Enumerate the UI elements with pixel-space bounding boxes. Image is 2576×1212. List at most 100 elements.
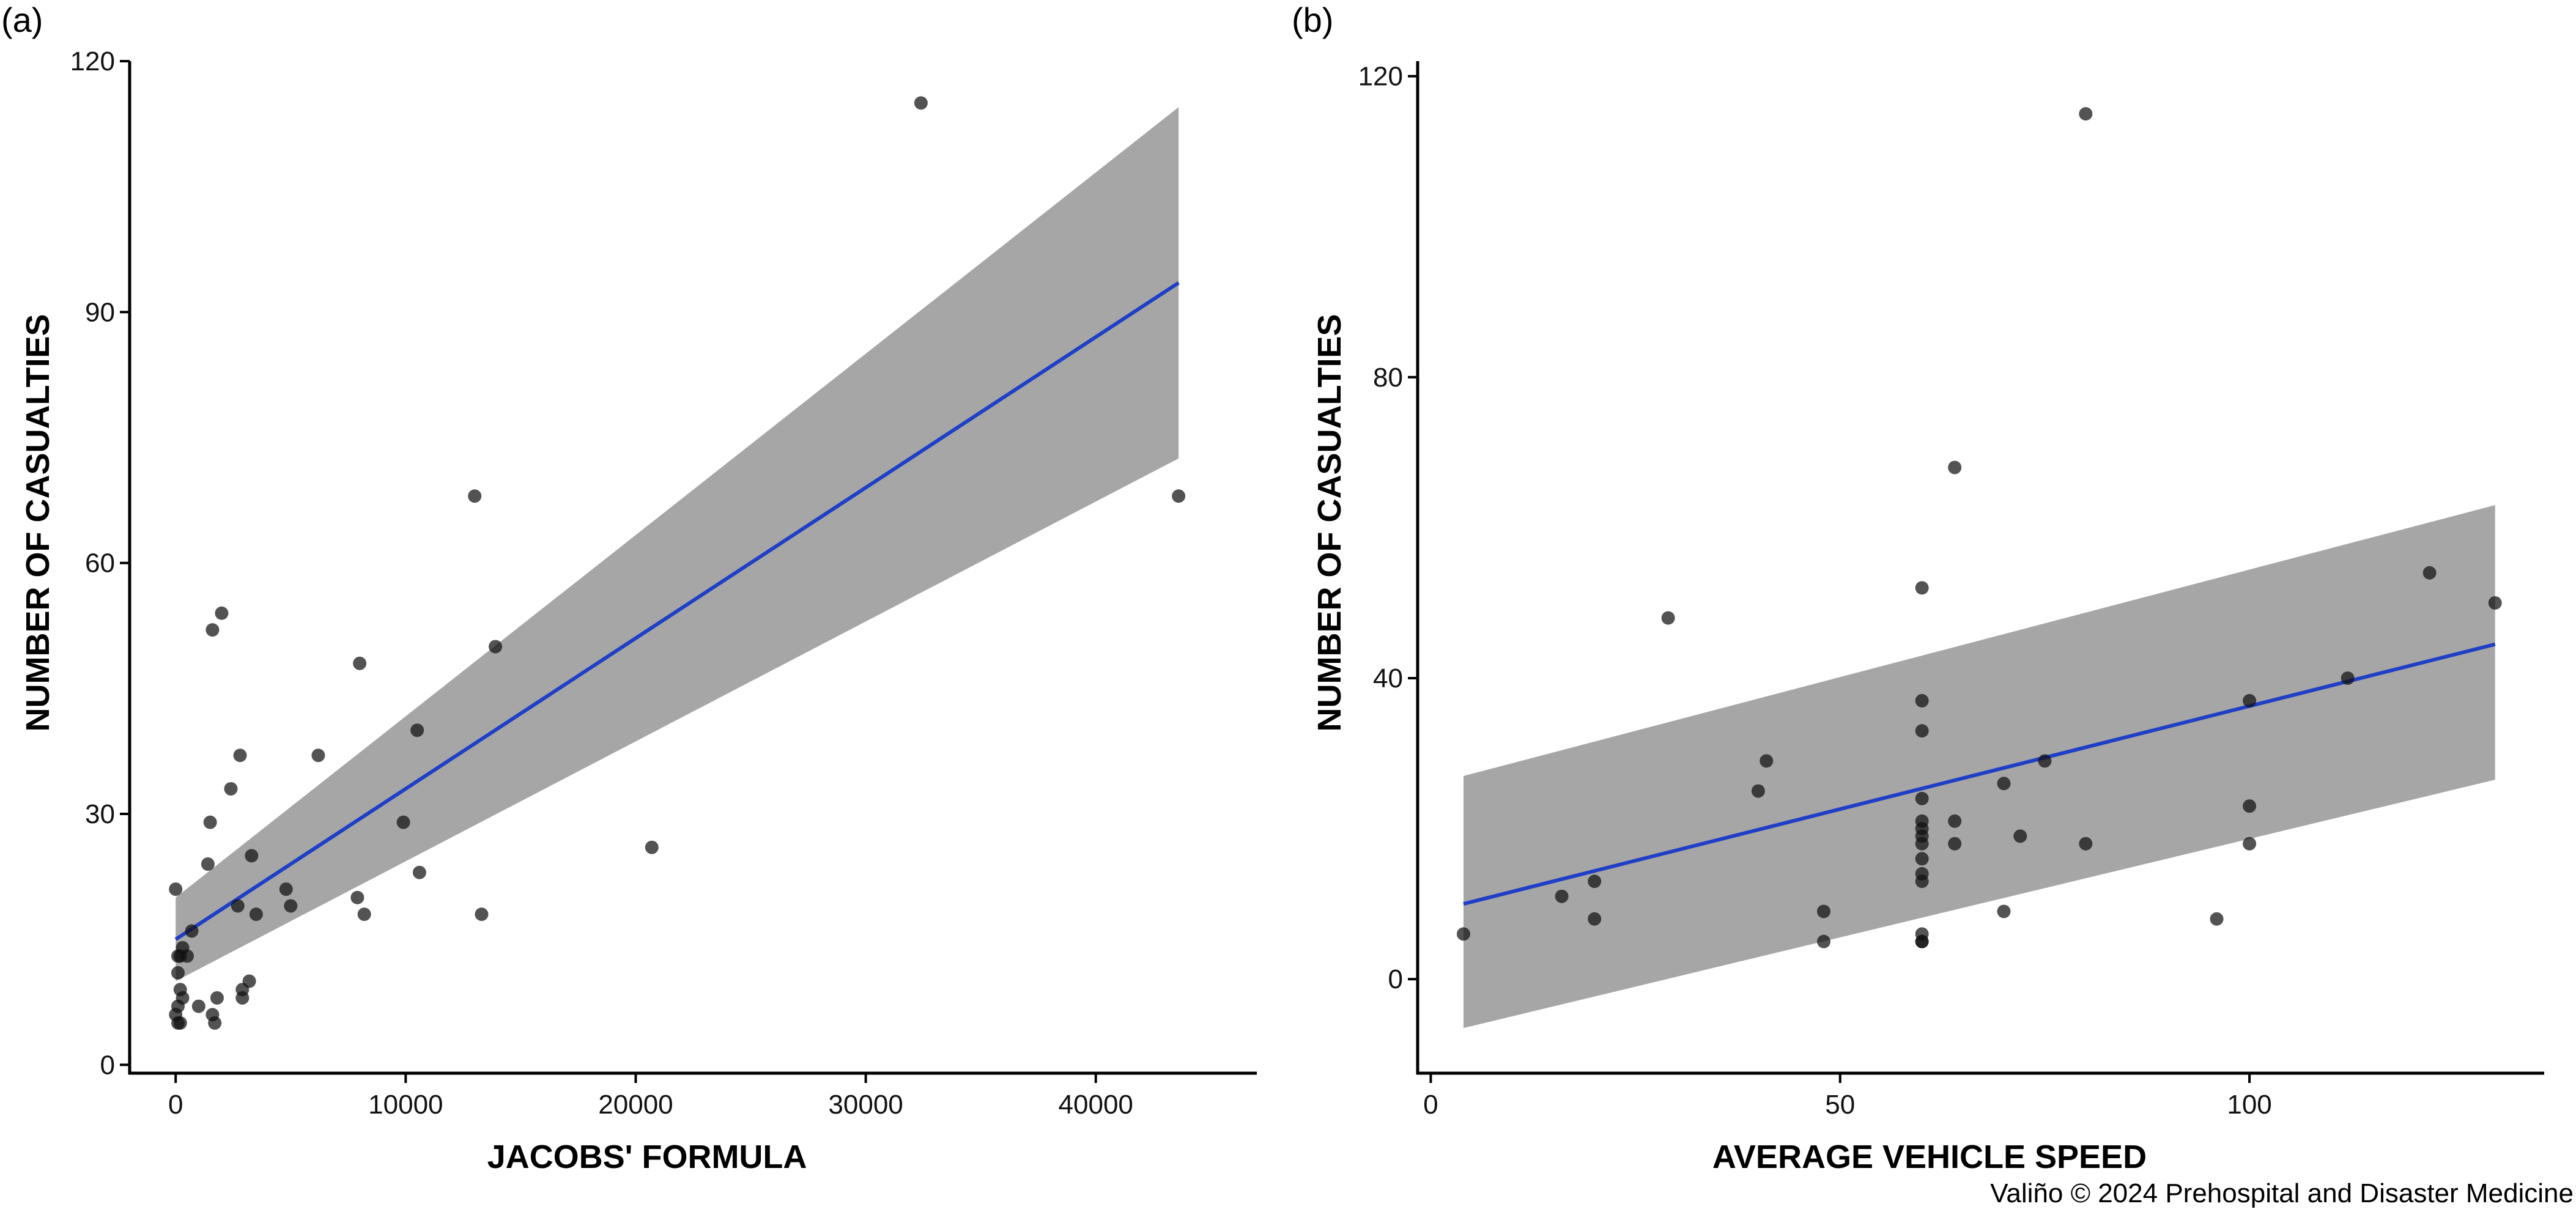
panel-a-data-point-19 <box>350 890 365 904</box>
panel-b-data-point-1 <box>1948 460 1962 475</box>
panel-a-data-point-2 <box>1172 489 1186 503</box>
panel-a-x-tick-label-4: 40000 <box>1059 1090 1133 1120</box>
panel-a-data-point-4 <box>205 623 220 637</box>
panel-a-data-point-1 <box>468 489 482 503</box>
panel-b-data-point-6 <box>2341 671 2355 685</box>
panel-a-x-ticks: 0 10000 20000 30000 40000 <box>168 1073 1133 1120</box>
panel-b-fit-layer <box>1463 642 2496 906</box>
panel-a-data-point-9 <box>233 748 247 763</box>
panel-b-data-point-10 <box>1760 754 1774 768</box>
panel-b-data-point-34 <box>1456 927 1470 941</box>
panel-b-data-point-4 <box>2488 596 2502 610</box>
panel-a-data-point-29 <box>173 949 187 963</box>
panel-a-data-point-23 <box>249 907 263 922</box>
panel-a-confidence-band <box>176 107 1179 981</box>
panel-b-y-tick-label-1: 40 <box>1373 663 1403 693</box>
panel-a-x-tick-label-1: 10000 <box>368 1090 443 1120</box>
panel-b-data-point-25 <box>1915 852 1929 866</box>
panel-b-data-point-13 <box>1751 784 1765 798</box>
panel-b-data-point-24 <box>2243 837 2257 851</box>
panel-b-data-point-27 <box>1915 874 1929 889</box>
panel-a-data-point-0 <box>914 96 928 110</box>
panel-a-y-tick-label-2: 60 <box>85 549 115 578</box>
panel-a-data-point-42 <box>173 1016 187 1030</box>
panel-b-data-point-17 <box>1948 814 1962 828</box>
panel-b-x-tick-label-2: 100 <box>2227 1090 2271 1120</box>
panel-a-data-point-20 <box>284 899 298 913</box>
panel-b-data-point-38 <box>1915 934 1929 948</box>
panel-b-data-point-20 <box>2013 829 2027 843</box>
panel-a-data-point-24 <box>475 907 489 922</box>
panel-a-x-tick-label-3: 30000 <box>828 1090 903 1120</box>
panel-a-y-axis-title: NUMBER OF CASUALTIES <box>20 314 56 732</box>
panel-b-data-point-7 <box>1915 693 1929 708</box>
panel-a-data-point-14 <box>245 849 259 863</box>
panel-a-y-tick-label-4: 120 <box>70 46 115 76</box>
panel-b-data-point-5 <box>1661 611 1675 625</box>
panel-b-confidence-band <box>1463 504 2495 1029</box>
panel-a-data-point-5 <box>489 640 503 654</box>
panel-a-y-tick-label-0: 0 <box>100 1050 115 1080</box>
panel-b-y-tick-label-3: 120 <box>1358 62 1403 92</box>
panel-b-label: (b) <box>1292 1 1333 39</box>
panel-b-data-point-9 <box>1915 724 1929 738</box>
panel-a-x-axis-title: JACOBS' FORMULA <box>487 1139 807 1175</box>
panel-a-data-point-10 <box>224 782 238 796</box>
panel-b-data-point-30 <box>1816 904 1830 918</box>
panel-a-data-point-36 <box>235 991 250 1005</box>
panel-a-data-point-12 <box>396 815 410 829</box>
panel-a-y-tick-label-3: 90 <box>85 297 115 327</box>
panel-b-average-vehicle-speed: (b) 0 50 100 0 40 80 120 AVERAGE VEHICLE SPEE… <box>1292 1 2544 1175</box>
panel-a-points-layer <box>169 96 1186 1030</box>
panel-a-axes-layer <box>128 61 1257 1075</box>
panel-a-data-point-25 <box>185 924 199 938</box>
panel-a-data-point-16 <box>412 865 426 879</box>
panel-b-data-point-32 <box>1588 912 1602 926</box>
panel-a-data-point-30 <box>171 966 185 980</box>
panel-a-data-point-22 <box>357 907 371 922</box>
panel-b-y-ticks: 0 40 80 120 <box>1358 62 1418 994</box>
panel-b-y-tick-label-2: 80 <box>1373 363 1403 393</box>
panel-b-data-point-21 <box>1915 837 1929 851</box>
panel-a-data-point-13 <box>645 840 659 854</box>
panel-a-data-point-11 <box>203 815 217 829</box>
panel-a-y-tick-label-1: 30 <box>85 799 115 829</box>
panel-a-x-tick-label-2: 20000 <box>598 1090 673 1120</box>
panel-b-data-point-11 <box>2038 754 2052 768</box>
panel-b-data-point-0 <box>2079 107 2093 121</box>
panel-b-data-point-15 <box>2243 799 2257 813</box>
panel-b-data-point-12 <box>1997 777 2011 791</box>
panel-b-data-point-31 <box>1997 904 2011 918</box>
panel-b-regression-line <box>1463 642 2496 906</box>
panel-a-confidence-band-layer <box>176 107 1179 981</box>
panel-a-data-point-17 <box>169 882 183 896</box>
panel-a-data-point-35 <box>210 991 224 1005</box>
panel-b-axes-layer <box>1416 61 2544 1075</box>
panel-a-fit-layer <box>174 281 1180 941</box>
panel-a-data-point-21 <box>231 899 245 913</box>
panel-a-y-ticks: 0 30 60 90 120 <box>70 46 130 1080</box>
panel-a-data-point-38 <box>191 999 205 1013</box>
panel-a-data-point-3 <box>215 606 229 620</box>
panel-b-x-tick-label-1: 50 <box>1825 1090 1855 1120</box>
panel-b-data-point-22 <box>1948 837 1962 851</box>
panel-a-data-point-43 <box>208 1016 222 1030</box>
panel-b-data-point-29 <box>1555 889 1569 903</box>
panel-a-data-point-8 <box>311 748 325 763</box>
panel-b-y-tick-label-0: 0 <box>1388 964 1403 994</box>
panel-b-data-point-8 <box>2243 693 2257 708</box>
panel-b-data-point-33 <box>2210 912 2224 926</box>
panel-a-data-point-7 <box>410 723 424 737</box>
panel-b-x-ticks: 0 50 100 <box>1423 1073 2272 1120</box>
credit-line: Valiño © 2024 Prehospital and Disaster M… <box>1990 1178 2574 1208</box>
panel-a-regression-line <box>174 281 1180 941</box>
panel-b-confidence-band-layer <box>1463 504 2495 1029</box>
panel-a-jacobs-formula: (a) 0 10000 20000 30000 40000 0 30 60 90 120 JAC… <box>1 1 1257 1175</box>
panel-b-points-layer <box>1456 107 2502 948</box>
panel-b-data-point-23 <box>2079 837 2093 851</box>
panel-b-x-tick-label-0: 0 <box>1423 1090 1438 1120</box>
panel-b-data-point-37 <box>1816 934 1830 948</box>
panel-a-data-point-18 <box>279 882 293 896</box>
panel-b-data-point-14 <box>1915 791 1929 805</box>
